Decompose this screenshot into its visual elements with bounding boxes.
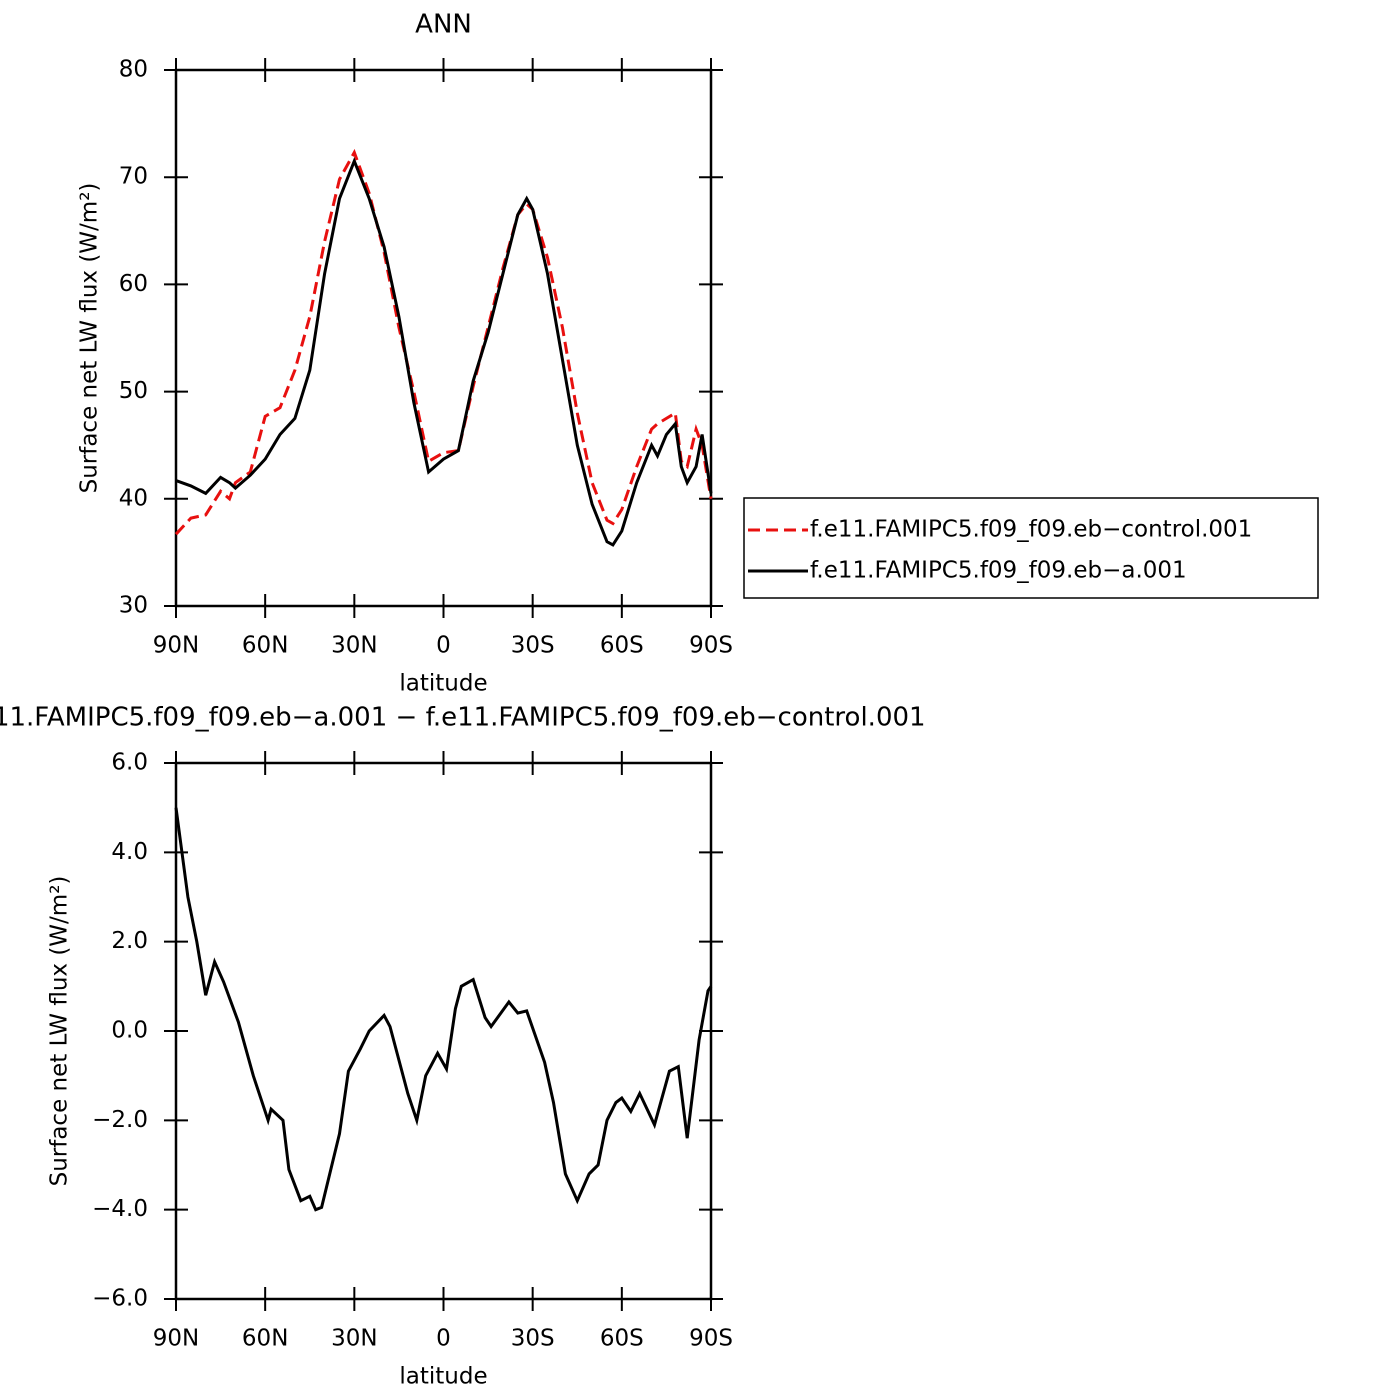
x-tick-label: 30N	[331, 633, 377, 659]
data-line	[175, 157, 713, 547]
y-tick-label: 0.0	[111, 1018, 148, 1044]
chart-title: f.e11.FAMIPC5.f09_f09.eb−a.001 − f.e11.F…	[0, 703, 926, 733]
y-tick-label: 40	[119, 485, 148, 511]
x-axis-label: latitude	[399, 671, 487, 697]
y-tick-label: 6.0	[111, 750, 148, 776]
x-tick-label: 90N	[153, 633, 199, 659]
plot-frame	[174, 68, 713, 608]
legend-label: f.e11.FAMIPC5.f09_f09.eb−control.001	[810, 517, 1252, 543]
y-tick-label: 70	[119, 164, 148, 190]
legend-label: f.e11.FAMIPC5.f09_f09.eb−a.001	[810, 558, 1187, 584]
data-line	[174, 148, 713, 536]
x-tick-label: 30S	[511, 633, 555, 659]
y-tick-label: −6.0	[92, 1286, 148, 1312]
x-tick-label: 60N	[242, 1326, 288, 1352]
y-tick-label: −4.0	[92, 1196, 148, 1222]
x-tick-label: 90N	[153, 1326, 199, 1352]
y-axis-label: Surface net LW flux (W/m²)	[47, 876, 73, 1187]
x-tick-label: 60S	[600, 1326, 644, 1352]
y-tick-label: −2.0	[92, 1107, 148, 1133]
chart-title: ANN	[415, 10, 472, 40]
legend-box	[743, 497, 1319, 599]
x-tick-label: 90S	[689, 633, 733, 659]
y-tick-label: 50	[119, 378, 148, 404]
data-line	[174, 807, 713, 1212]
x-tick-label: 30S	[511, 1326, 555, 1352]
plot-frame	[174, 761, 713, 1301]
y-tick-label: 2.0	[111, 928, 148, 954]
x-tick-label: 90S	[689, 1326, 733, 1352]
y-tick-label: 60	[119, 271, 148, 297]
y-axis-label: Surface net LW flux (W/m²)	[77, 183, 103, 494]
x-tick-label: 60S	[600, 633, 644, 659]
y-tick-label: 4.0	[111, 839, 148, 865]
x-tick-label: 0	[436, 633, 451, 659]
x-tick-label: 0	[436, 1326, 451, 1352]
y-tick-label: 30	[119, 593, 148, 619]
x-axis-label: latitude	[399, 1364, 487, 1390]
x-tick-label: 30N	[331, 1326, 377, 1352]
y-tick-label: 80	[119, 57, 148, 83]
x-tick-label: 60N	[242, 633, 288, 659]
